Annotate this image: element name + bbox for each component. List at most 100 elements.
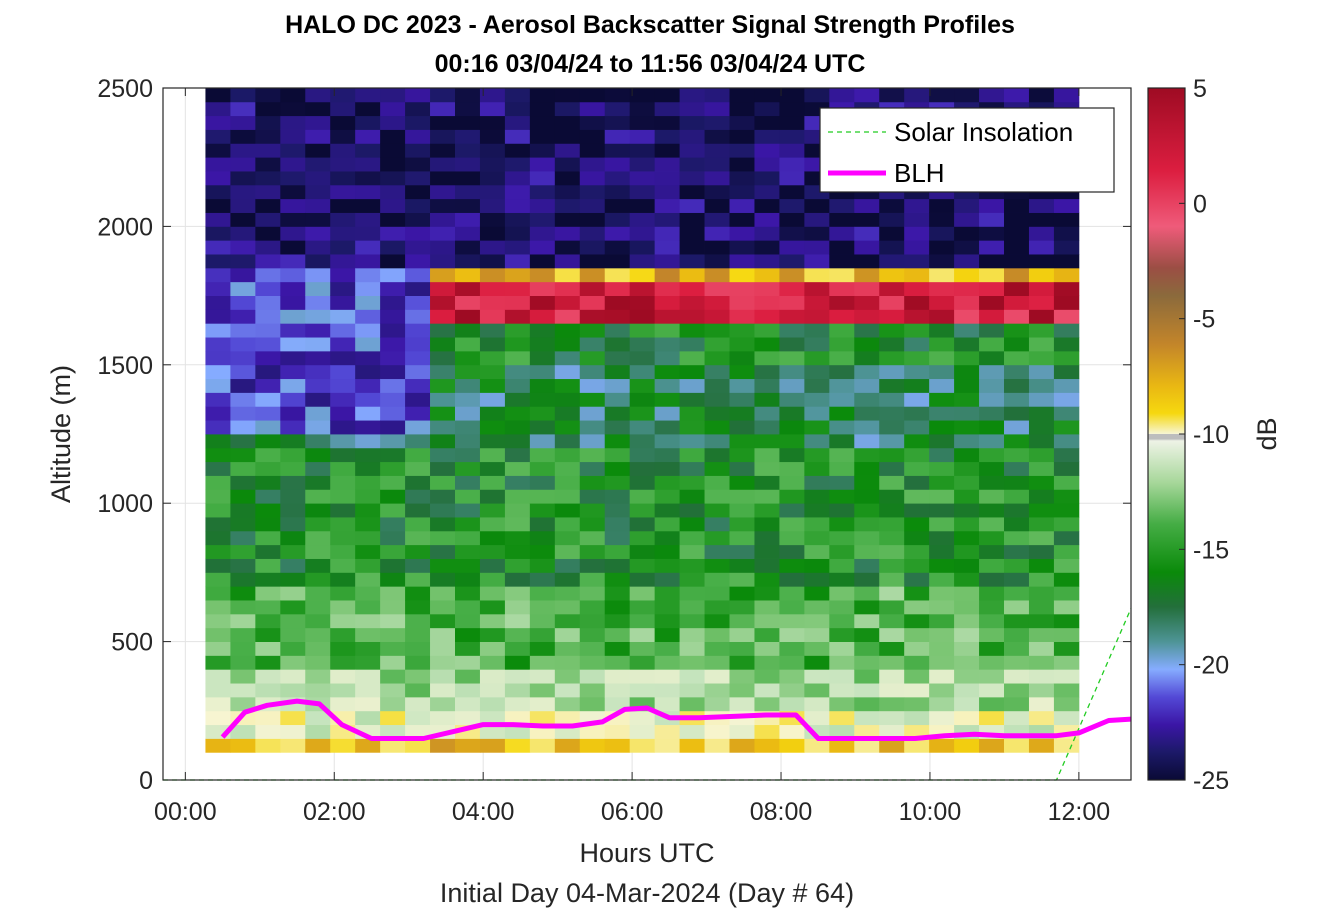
heatmap-cell-1137 bbox=[779, 281, 805, 296]
heatmap-cell-268 bbox=[330, 350, 356, 366]
heatmap-cell-686 bbox=[554, 544, 581, 559]
heatmap-cell-1637 bbox=[1053, 669, 1080, 684]
heatmap-cell-955 bbox=[679, 143, 705, 158]
heatmap-cell-1047 bbox=[729, 198, 755, 213]
plot-border bbox=[162, 87, 1132, 781]
heatmap-cell-503 bbox=[455, 420, 481, 435]
y-tick-label-4: 2000 bbox=[97, 213, 153, 241]
heatmap-cell-755 bbox=[579, 254, 606, 269]
heatmap-cell-1095 bbox=[754, 198, 780, 213]
heatmap-cell-359 bbox=[380, 420, 406, 435]
heatmap-cell-1210 bbox=[829, 600, 855, 615]
heatmap-cell-59 bbox=[230, 586, 256, 601]
heatmap-cell-908 bbox=[654, 129, 680, 144]
heatmap-cell-1027 bbox=[729, 475, 755, 490]
heatmap-cell-190 bbox=[280, 101, 306, 117]
heatmap-cell-1189 bbox=[804, 226, 830, 241]
heatmap-cell-229 bbox=[305, 226, 331, 241]
heatmap-cell-996 bbox=[704, 240, 730, 255]
heatmap-cell-164 bbox=[280, 461, 306, 476]
heatmap-cell-635 bbox=[529, 586, 556, 601]
heatmap-cell-1419 bbox=[929, 364, 955, 380]
heatmap-cell-320 bbox=[355, 295, 381, 310]
heatmap-cell-1518 bbox=[979, 323, 1005, 338]
legend-label-solar: Solar Insolation bbox=[894, 117, 1073, 147]
heatmap-cell-1502 bbox=[979, 544, 1005, 559]
heatmap-cell-532 bbox=[479, 683, 506, 698]
heatmap-cell-523 bbox=[455, 143, 481, 158]
heatmap-cell-53 bbox=[230, 669, 256, 684]
heatmap-cell-39 bbox=[205, 198, 231, 213]
heatmap-cell-633 bbox=[529, 613, 556, 629]
heatmap-cell-1006 bbox=[704, 101, 730, 117]
heatmap-cell-1277 bbox=[854, 337, 880, 352]
heatmap-cell-522 bbox=[455, 157, 481, 172]
heatmap-cell-795 bbox=[604, 364, 631, 380]
heatmap-cell-814 bbox=[604, 101, 631, 117]
heatmap-cell-1497 bbox=[979, 613, 1005, 629]
heatmap-cell-1538 bbox=[1004, 710, 1030, 726]
heatmap-cell-1423 bbox=[929, 309, 955, 324]
heatmap-cell-1088 bbox=[754, 295, 780, 310]
heatmap-cell-144 bbox=[280, 738, 306, 753]
heatmap-cell-1224 bbox=[829, 406, 855, 421]
heatmap-cell-1470 bbox=[954, 323, 980, 338]
heatmap-cell-1328 bbox=[879, 295, 905, 310]
heatmap-cell-1104 bbox=[779, 738, 805, 753]
heatmap-cell-1459 bbox=[954, 475, 980, 490]
heatmap-cell-105 bbox=[255, 613, 281, 629]
heatmap-cell-1117 bbox=[779, 558, 805, 573]
heatmap-cell-265 bbox=[330, 392, 356, 407]
heatmap-cell-1406 bbox=[929, 544, 955, 559]
heatmap-cell-854 bbox=[629, 212, 656, 227]
heatmap-cell-1078 bbox=[754, 434, 780, 449]
heatmap-cell-1124 bbox=[779, 461, 805, 476]
heatmap-cell-107 bbox=[255, 586, 281, 601]
heatmap-cell-1140 bbox=[779, 240, 805, 255]
heatmap-cell-294 bbox=[355, 655, 381, 670]
heatmap-cell-526 bbox=[455, 101, 481, 117]
heatmap-cell-312 bbox=[355, 406, 381, 421]
heatmap-cell-1353 bbox=[904, 613, 930, 629]
heatmap-cell-275 bbox=[330, 254, 356, 269]
heatmap-cell-549 bbox=[479, 447, 506, 463]
heatmap-cell-1401 bbox=[929, 613, 955, 629]
heatmap-cell-905 bbox=[654, 171, 680, 186]
heatmap-cell-1646 bbox=[1053, 544, 1080, 559]
heatmap-cell-932 bbox=[679, 461, 705, 476]
heatmap-cell-542 bbox=[479, 544, 506, 559]
heatmap-cell-47 bbox=[205, 88, 231, 103]
heatmap-cell-757 bbox=[579, 226, 606, 241]
heatmap-cell-131 bbox=[255, 254, 281, 269]
heatmap-cell-330 bbox=[355, 157, 381, 172]
heatmap-cell-634 bbox=[529, 600, 556, 615]
heatmap-cell-1272 bbox=[854, 406, 880, 421]
heatmap-cell-1618 bbox=[1028, 267, 1055, 283]
heatmap-cell-514 bbox=[455, 267, 481, 283]
heatmap-cell-790 bbox=[604, 434, 631, 449]
heatmap-cell-677 bbox=[554, 669, 581, 684]
heatmap-cell-834 bbox=[629, 489, 656, 504]
heatmap-cell-530 bbox=[479, 710, 506, 726]
heatmap-cell-1442 bbox=[954, 710, 980, 726]
heatmap-cell-379 bbox=[380, 143, 406, 158]
heatmap-cell-223 bbox=[305, 309, 331, 324]
heatmap-cell-374 bbox=[380, 212, 406, 227]
heatmap-cell-1654 bbox=[1053, 434, 1080, 449]
heatmap-cell-1656 bbox=[1053, 406, 1080, 421]
heatmap-cell-882 bbox=[654, 489, 680, 504]
heatmap-cell-1391 bbox=[904, 88, 930, 103]
heatmap-cell-1115 bbox=[779, 586, 805, 601]
heatmap-cell-1575 bbox=[1004, 198, 1030, 213]
heatmap-cell-888 bbox=[654, 406, 680, 421]
heatmap-cell-284 bbox=[330, 129, 356, 144]
heatmap-cell-861 bbox=[629, 115, 656, 130]
heatmap-cell-561 bbox=[479, 281, 506, 296]
heatmap-cell-1362 bbox=[904, 489, 930, 504]
heatmap-cell-462 bbox=[430, 323, 456, 338]
heatmap-cell-295 bbox=[355, 641, 381, 656]
heatmap-cell-1363 bbox=[904, 475, 930, 490]
heatmap-cell-1405 bbox=[929, 558, 955, 573]
heatmap-cell-773 bbox=[604, 669, 631, 684]
heatmap-cell-1064 bbox=[754, 627, 780, 642]
